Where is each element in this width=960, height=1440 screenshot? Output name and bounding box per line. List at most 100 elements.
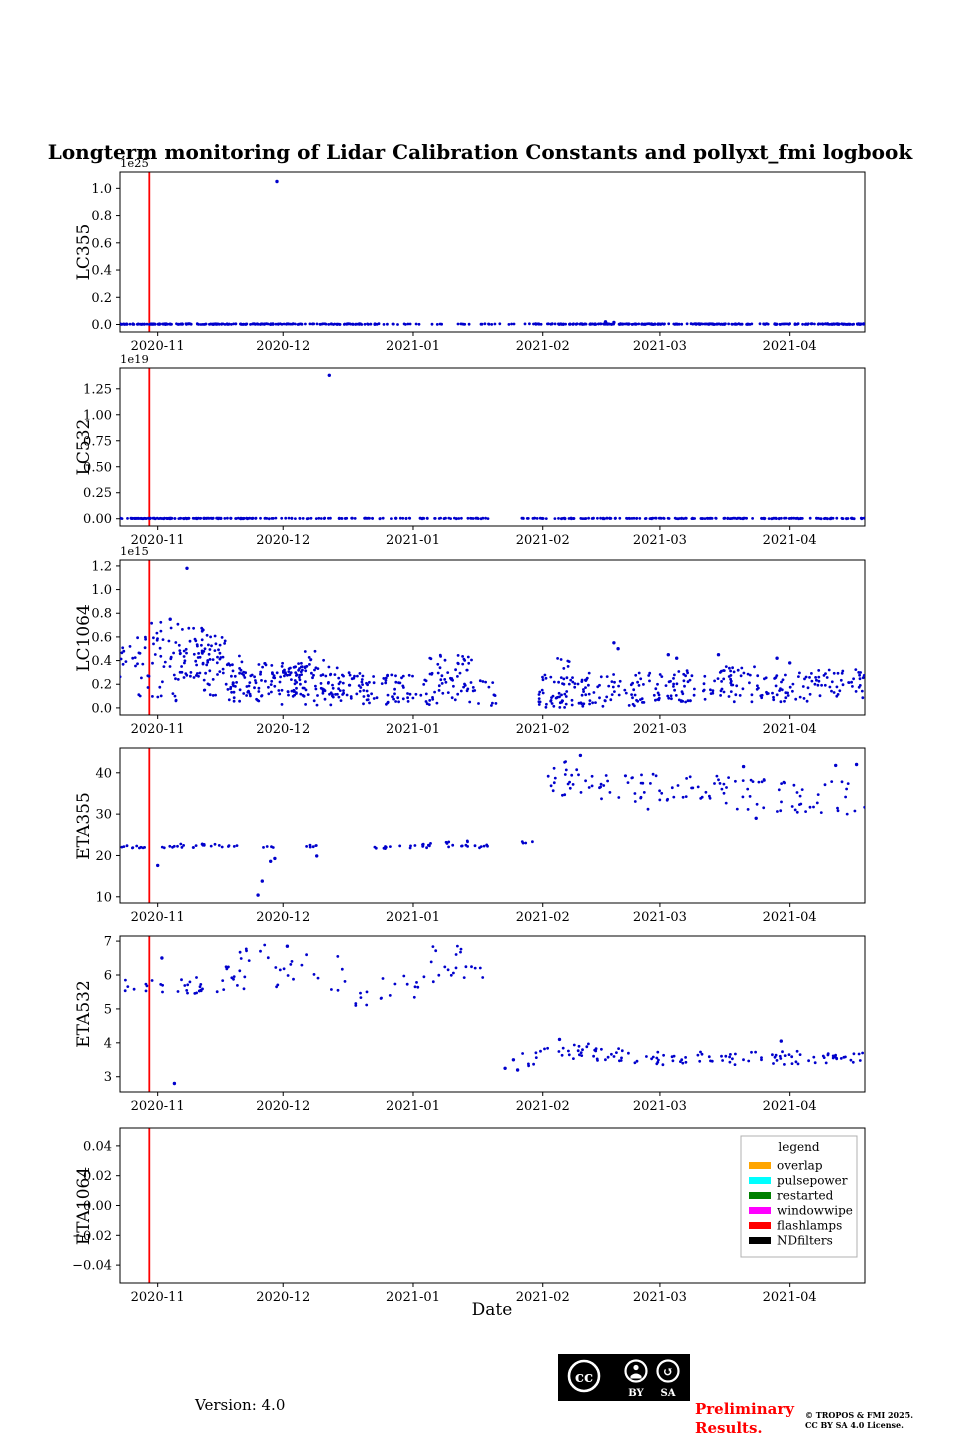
y-tick-label: 0.4: [91, 264, 112, 279]
scatter-points: [120, 179, 865, 326]
x-tick-label: 2021-02: [516, 1099, 570, 1114]
cc-logo-text: cc: [575, 1368, 593, 1386]
legend-swatch-windowwipe: [749, 1207, 771, 1214]
y-tick-label: 5: [104, 1002, 112, 1017]
scatter-outlier-point: [716, 653, 721, 657]
panel-ETA1064: −0.04 −0.02 0.00 0.02 0.04 2020-11 2020-12 2021…: [72, 1127, 866, 1305]
scatter-points: [123, 943, 864, 1086]
legend-label-windowwipe: windowwipe: [777, 1204, 853, 1218]
y-tick-label: 0.50: [83, 460, 112, 475]
scatter-outlier-point: [779, 1039, 783, 1043]
x-tick-label: 2021-03: [633, 1099, 687, 1114]
y-tick-label: 0.6: [91, 630, 112, 645]
y-tick-label: 4: [104, 1036, 112, 1051]
y-tick-label: 0.00: [83, 1199, 112, 1214]
scatter-outlier-point: [160, 956, 164, 960]
legend-title: legend: [778, 1140, 819, 1154]
x-tick-label: 2021-02: [516, 533, 570, 548]
y-tick-label: 0.75: [83, 434, 112, 449]
x-tick-label: 2021-04: [763, 722, 817, 737]
y-tick-label: 6: [104, 969, 112, 984]
scatter-outlier-point: [741, 764, 746, 769]
y-tick-label: 20: [95, 849, 112, 864]
scatter-outlier-point: [557, 1037, 562, 1042]
scatter-outlier-point: [612, 320, 616, 325]
legend-label-overlap: overlap: [777, 1159, 823, 1173]
y-tick-label: 0.0: [91, 318, 112, 333]
scatter-outlier-point: [269, 859, 273, 863]
legend-label-restarted: restarted: [777, 1189, 834, 1203]
x-tick-label: 2021-02: [516, 722, 570, 737]
figure-title: Longterm monitoring of Lidar Calibration…: [47, 140, 913, 164]
panel-LC355: 0.0 0.2 0.4 0.6 0.8 1.0 2020-11 2020-12 2021-01 2…: [91, 156, 866, 354]
legend-swatch-pulsepower: [749, 1177, 771, 1184]
x-tick-label: 2021-04: [763, 1290, 817, 1305]
y-axis-label-eta1064: ETA1064: [74, 1166, 94, 1246]
y-axis-label-eta355: ETA355: [74, 792, 94, 860]
plot-border: [119, 935, 866, 1093]
y-tick-label: 0.0: [91, 701, 112, 716]
y-tick-label: 0.2: [91, 291, 112, 306]
y-tick-label: 40: [95, 766, 112, 781]
scatter-outlier-point: [612, 641, 616, 645]
scatter-outlier-point: [775, 656, 779, 660]
sharealike-arrow-glyph: ↺: [663, 1365, 674, 1380]
x-tick-label: 2021-04: [763, 533, 817, 548]
legend-swatch-overlap: [749, 1162, 771, 1169]
x-tick-label: 2020-11: [131, 910, 185, 925]
x-tick-label: 2021-01: [386, 1290, 440, 1305]
x-tick-label: 2021-04: [763, 1099, 817, 1114]
scatter-outlier-point: [260, 879, 264, 883]
sharealike-arrow-icon: [656, 1359, 680, 1383]
y-tick-label: 1.00: [83, 408, 112, 423]
y-tick-label: 0.2: [91, 678, 112, 693]
scatter-points: [120, 753, 865, 897]
preliminary-line2: Results.: [695, 1419, 763, 1437]
copyright-note: © TROPOS & FMI 2025. CC BY SA 4.0 Licens…: [805, 1410, 913, 1430]
y-tick-label: 7: [104, 935, 112, 950]
scatter-outlier-point: [285, 944, 290, 948]
cc-badge-sa-label: SA: [661, 1388, 676, 1399]
y-tick-label: −0.04: [72, 1259, 112, 1274]
x-tick-label: 2021-02: [516, 910, 570, 925]
x-tick-label: 2021-04: [763, 910, 817, 925]
x-tick-label: 2021-04: [763, 339, 817, 354]
legend-swatch-NDfilters: [749, 1237, 771, 1244]
cc-logo-circle: [567, 1359, 601, 1393]
x-tick-label: 2020-12: [256, 722, 310, 737]
x-tick-label: 2020-12: [256, 1099, 310, 1114]
x-tick-label: 2021-02: [516, 1290, 570, 1305]
legend-label-NDfilters: NDfilters: [777, 1234, 833, 1248]
y-tick-label: −0.02: [72, 1229, 112, 1244]
y-tick-label: 0.8: [91, 607, 112, 622]
x-tick-label: 2020-12: [256, 533, 310, 548]
y-tick-label: 1.2: [91, 559, 112, 574]
y-tick-label: 0.00: [83, 512, 112, 527]
x-tick-label: 2020-11: [131, 1099, 185, 1114]
x-tick-label: 2020-12: [256, 339, 310, 354]
attribution-person-body: [630, 1373, 642, 1379]
scatter-points: [120, 373, 865, 521]
scatter-outlier-point: [156, 863, 160, 868]
scatter-outlier-point: [172, 1081, 177, 1086]
x-tick-label: 2020-12: [256, 910, 310, 925]
scatter-points: [120, 566, 865, 709]
legend-swatch-flashlamps: [749, 1222, 771, 1229]
attribution-person-icon: [624, 1359, 648, 1383]
cc-badge-by-label: BY: [628, 1388, 644, 1399]
x-tick-label: 2021-02: [516, 339, 570, 354]
scatter-outlier-point: [788, 661, 792, 665]
y-tick-label: 10: [95, 890, 112, 905]
scatter-outlier-point: [854, 762, 859, 767]
plot-border: [119, 367, 866, 527]
y-axis-label-lc1064: LC1064: [74, 604, 94, 672]
x-tick-label: 2020-11: [131, 1290, 185, 1305]
y-axis-offset-label: 1e19: [120, 352, 149, 366]
x-tick-label: 2020-11: [131, 533, 185, 548]
x-tick-label: 2021-01: [386, 339, 440, 354]
x-tick-label: 2021-01: [386, 533, 440, 548]
y-axis-label-eta532: ETA532: [74, 980, 94, 1048]
y-axis-label-lc532: LC532: [74, 418, 94, 476]
y-tick-label: 0.25: [83, 486, 112, 501]
copyright-line1: © TROPOS & FMI 2025.: [805, 1410, 914, 1420]
